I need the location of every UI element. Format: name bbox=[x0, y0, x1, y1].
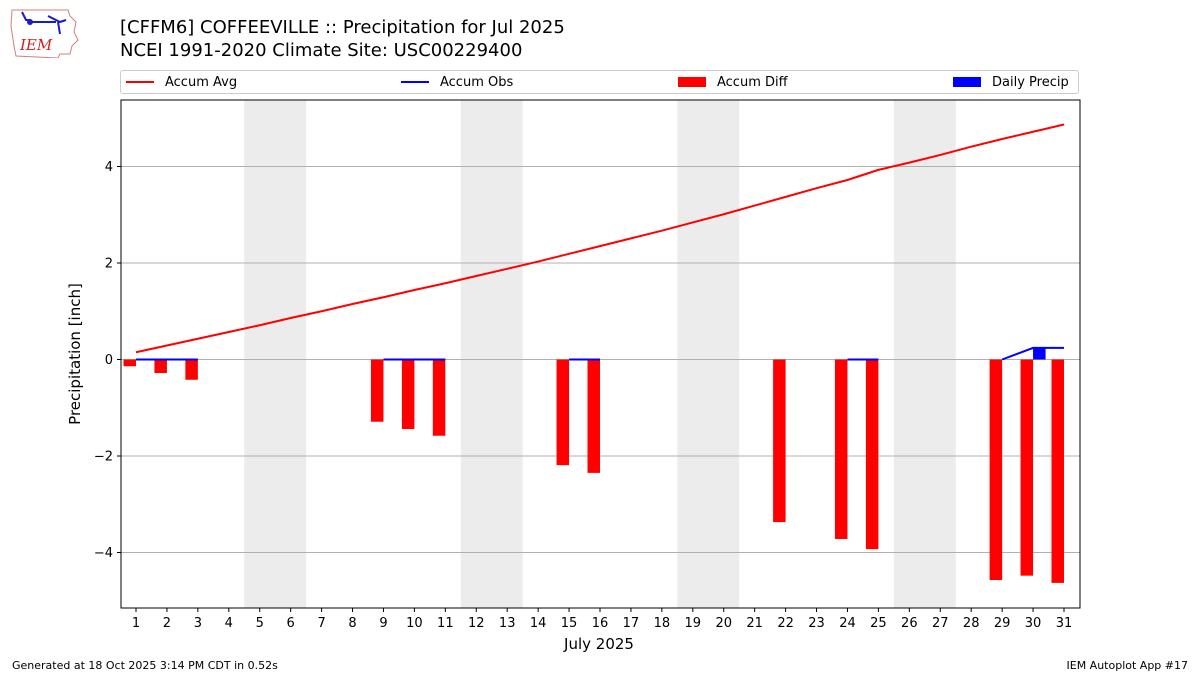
legend-label-accum-diff: Accum Diff bbox=[717, 74, 788, 90]
x-tick-label: 27 bbox=[932, 616, 949, 631]
x-tick-label: 25 bbox=[870, 616, 887, 631]
legend-swatch-accum-avg bbox=[126, 81, 154, 83]
accum-diff-bar bbox=[370, 359, 384, 422]
weekend-band bbox=[677, 100, 740, 608]
x-tick-label: 23 bbox=[808, 616, 825, 631]
weekend-band bbox=[893, 100, 956, 608]
app-credit: IEM Autoplot App #17 bbox=[1066, 659, 1189, 672]
accum-diff-bar bbox=[989, 359, 1003, 581]
accum-diff-bar bbox=[123, 359, 136, 367]
iowa-outline-icon bbox=[10, 9, 79, 58]
y-tick-label: 2 bbox=[105, 257, 113, 272]
y-tick-label: 4 bbox=[105, 160, 113, 175]
accum-diff-bar bbox=[556, 359, 570, 466]
accum-diff-bar bbox=[1051, 359, 1064, 583]
x-tick-label: 12 bbox=[468, 616, 485, 631]
legend-label-accum-avg: Accum Avg bbox=[165, 74, 238, 90]
chart-subtitle: NCEI 1991-2020 Climate Site: USC00229400 bbox=[120, 40, 523, 61]
x-tick-label: 14 bbox=[530, 616, 547, 631]
accum-diff-bar bbox=[865, 359, 879, 550]
legend-swatch-accum-diff bbox=[678, 77, 706, 87]
x-tick-label: 5 bbox=[256, 616, 264, 631]
x-tick-label: 11 bbox=[437, 616, 454, 631]
x-axis-label: July 2025 bbox=[563, 635, 634, 653]
legend-item-accum-obs: Accum Obs bbox=[401, 71, 513, 93]
x-tick-label: 1 bbox=[132, 616, 140, 631]
x-tick-label: 18 bbox=[654, 616, 671, 631]
x-tick-label: 7 bbox=[317, 616, 325, 631]
x-tick-label: 13 bbox=[499, 616, 516, 631]
accum-diff-bar bbox=[1020, 359, 1034, 576]
y-tick-label: 0 bbox=[105, 353, 113, 368]
legend: Accum Avg Accum Obs Accum Diff Daily Pre… bbox=[120, 70, 1079, 94]
x-tick-label: 10 bbox=[406, 616, 423, 631]
logo-text: IEM bbox=[19, 36, 53, 54]
legend-swatch-accum-obs bbox=[401, 81, 429, 83]
x-tick-label: 4 bbox=[225, 616, 233, 631]
accum-diff-bar bbox=[773, 359, 786, 523]
accum-avg-line bbox=[135, 123, 1065, 354]
x-tick-label: 31 bbox=[1056, 616, 1073, 631]
x-tick-label: 17 bbox=[623, 616, 640, 631]
x-tick-label: 19 bbox=[685, 616, 702, 631]
x-tick-label: 20 bbox=[715, 616, 732, 631]
x-tick-label: 9 bbox=[379, 616, 387, 631]
weekend-band bbox=[244, 100, 307, 608]
x-tick-label: 15 bbox=[561, 616, 578, 631]
x-tick-label: 3 bbox=[194, 616, 202, 631]
x-tick-label: 8 bbox=[348, 616, 356, 631]
generated-timestamp: Generated at 18 Oct 2025 3:14 PM CDT in … bbox=[12, 659, 278, 672]
y-tick-label: −4 bbox=[94, 546, 113, 561]
accum-diff-bar bbox=[154, 359, 167, 374]
x-tick-label: 21 bbox=[746, 616, 763, 631]
y-axis-label: Precipitation [inch] bbox=[66, 283, 84, 425]
accum-diff-bar bbox=[587, 359, 600, 473]
legend-swatch-daily-precip bbox=[953, 77, 981, 87]
x-tick-label: 28 bbox=[963, 616, 980, 631]
accum-diff-bar bbox=[401, 359, 415, 429]
x-tick-label: 24 bbox=[839, 616, 856, 631]
x-tick-label: 22 bbox=[777, 616, 794, 631]
legend-item-accum-diff: Accum Diff bbox=[678, 71, 788, 93]
x-tick-label: 6 bbox=[287, 616, 295, 631]
y-tick-label: −2 bbox=[94, 450, 113, 465]
legend-label-accum-obs: Accum Obs bbox=[440, 74, 514, 90]
iem-logo: IEM bbox=[10, 9, 79, 58]
legend-item-accum-avg: Accum Avg bbox=[126, 71, 237, 93]
x-tick-label: 30 bbox=[1025, 616, 1042, 631]
x-tick-label: 2 bbox=[163, 616, 171, 631]
legend-label-daily-precip: Daily Precip bbox=[992, 74, 1069, 90]
daily-precip-bar bbox=[1033, 347, 1046, 360]
plot-frame bbox=[120, 99, 1081, 609]
x-tick-label: 16 bbox=[592, 616, 609, 631]
x-tick-label: 26 bbox=[901, 616, 918, 631]
legend-item-daily-precip: Daily Precip bbox=[953, 71, 1069, 93]
accum-obs-line bbox=[1001, 346, 1064, 361]
chart-title: [CFFM6] COFFEEVILLE :: Precipitation for… bbox=[120, 17, 565, 38]
accum-diff-bar bbox=[185, 359, 198, 380]
accum-diff-bar bbox=[834, 359, 848, 539]
accum-diff-bar bbox=[432, 359, 446, 436]
weekend-band bbox=[460, 100, 523, 608]
x-tick-label: 29 bbox=[994, 616, 1011, 631]
